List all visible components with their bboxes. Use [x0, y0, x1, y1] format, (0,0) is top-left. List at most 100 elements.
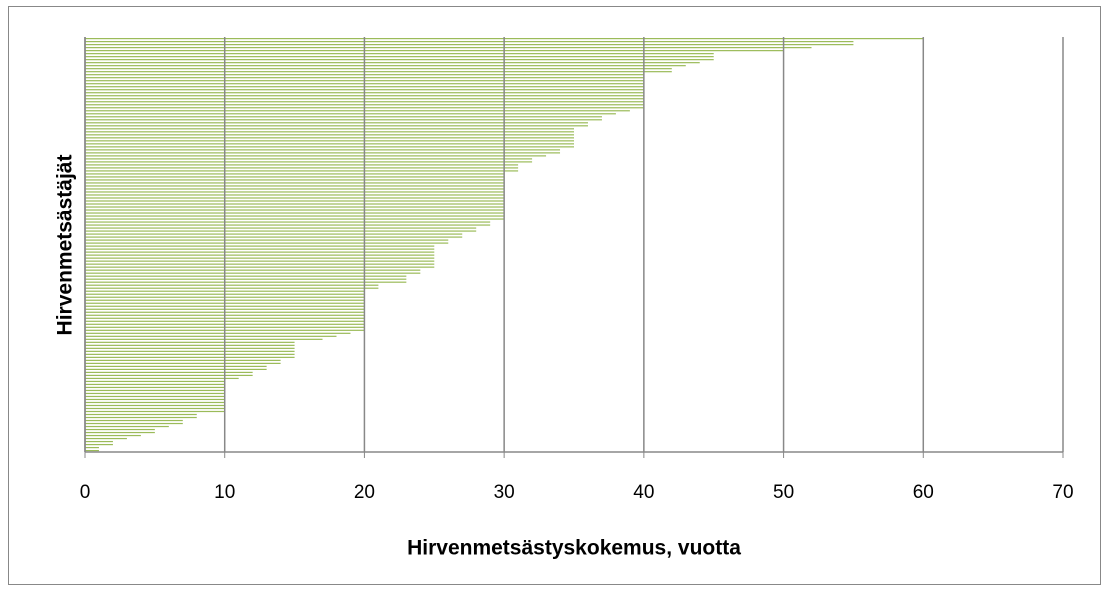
bar: [85, 164, 519, 166]
bar: [85, 59, 714, 61]
bar: [85, 62, 700, 64]
bar: [85, 53, 714, 55]
bar: [85, 47, 812, 49]
y-axis-title: Hirvenmetsästäjät: [54, 155, 77, 336]
bar: [85, 71, 672, 73]
bar: [85, 215, 505, 217]
bar: [85, 287, 379, 289]
bar: [85, 128, 574, 130]
bar: [85, 197, 505, 199]
bar: [85, 272, 421, 274]
bar: [85, 149, 561, 151]
bar: [85, 236, 463, 238]
x-tick-label: 40: [633, 482, 654, 503]
bar: [85, 179, 505, 181]
bar: [85, 155, 547, 157]
bar: [85, 359, 281, 361]
bar: [85, 344, 295, 346]
bar: [85, 68, 672, 70]
bar: [85, 245, 435, 247]
bar: [85, 161, 533, 163]
x-tick-label: 0: [80, 482, 91, 503]
bar: [85, 44, 854, 46]
chart-border: [8, 6, 1101, 585]
bar: [85, 251, 435, 253]
bar: [85, 431, 155, 434]
bar: [85, 209, 505, 211]
x-tick-label: 10: [214, 482, 235, 503]
bar: [85, 170, 519, 172]
bar: [85, 260, 435, 262]
bar: [85, 191, 505, 193]
bar: [85, 362, 281, 364]
bar: [85, 116, 602, 118]
bar: [85, 227, 477, 229]
bar: [85, 218, 505, 220]
x-axis-title: Hirvenmetsästyskokemus, vuotta: [407, 537, 741, 560]
bar: [85, 332, 351, 334]
bar: [85, 392, 225, 395]
bar: [85, 134, 574, 136]
bar: [85, 407, 225, 410]
bar: [85, 428, 155, 431]
bar: [85, 269, 421, 271]
bar: [85, 380, 225, 383]
bar: [85, 140, 574, 142]
bar: [85, 203, 505, 205]
bar: [85, 278, 407, 280]
bar: [85, 137, 574, 139]
bar: [85, 416, 197, 419]
bar: [85, 257, 435, 259]
bar: [85, 152, 561, 154]
bar: [85, 173, 505, 175]
bar: [85, 404, 225, 407]
bar: [85, 185, 505, 187]
bar: [85, 413, 197, 416]
bar: [85, 341, 295, 343]
bar: [85, 266, 435, 268]
bar: [85, 230, 477, 232]
bar: [85, 41, 854, 43]
bar: [85, 284, 379, 286]
bar: [85, 377, 239, 380]
bar: [85, 422, 183, 425]
bar: [85, 194, 505, 196]
x-tick-label: 70: [1052, 482, 1073, 503]
bar: [85, 143, 574, 145]
bar: [85, 437, 127, 440]
bar: [85, 410, 225, 413]
bar: [85, 371, 253, 374]
bar: [85, 440, 113, 443]
bar: [85, 182, 505, 184]
bar: [85, 200, 505, 202]
bar: [85, 389, 225, 392]
bar: [85, 212, 505, 214]
bar: [85, 350, 295, 352]
bar: [85, 347, 295, 349]
bar: [85, 368, 267, 371]
bar: [85, 239, 449, 241]
bar: [85, 224, 491, 226]
bar: [85, 119, 602, 121]
bar: [85, 449, 99, 452]
bar: [85, 167, 519, 169]
bar: [85, 353, 295, 355]
bar: [85, 188, 505, 190]
x-tick-label: 50: [773, 482, 794, 503]
x-tick-label: 60: [913, 482, 934, 503]
bar: [85, 263, 435, 265]
bar: [85, 338, 323, 340]
x-tick-label: 30: [494, 482, 515, 503]
bar: [85, 56, 714, 58]
bar: [85, 365, 267, 367]
bar: [85, 131, 574, 133]
bar: [85, 425, 169, 428]
bar: [85, 398, 225, 401]
bar: [85, 65, 686, 67]
bar: [85, 356, 295, 358]
bar: [85, 221, 491, 223]
bar: [85, 275, 407, 277]
bar: [85, 233, 463, 235]
bar: [85, 434, 141, 437]
